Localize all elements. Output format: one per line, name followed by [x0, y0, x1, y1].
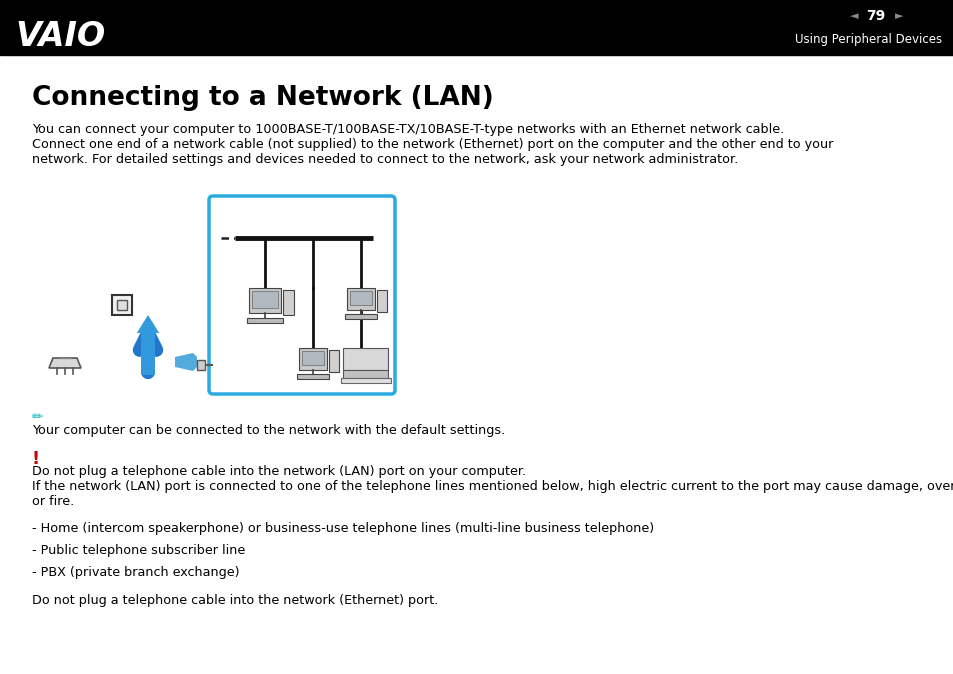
Text: VAIO: VAIO: [15, 20, 105, 53]
Bar: [340, 378, 391, 383]
Bar: [345, 314, 376, 319]
Bar: [343, 348, 388, 370]
Text: Using Peripheral Devices: Using Peripheral Devices: [794, 34, 941, 47]
Bar: [283, 290, 294, 315]
Bar: [296, 374, 329, 379]
Bar: [302, 351, 324, 365]
Text: or fire.: or fire.: [32, 495, 74, 508]
Text: ►: ►: [894, 11, 902, 21]
Text: Do not plug a telephone cable into the network (Ethernet) port.: Do not plug a telephone cable into the n…: [32, 594, 438, 607]
Text: - PBX (private branch exchange): - PBX (private branch exchange): [32, 566, 239, 579]
Text: Your computer can be connected to the network with the default settings.: Your computer can be connected to the ne…: [32, 424, 505, 437]
Text: ◄: ◄: [848, 11, 857, 21]
Bar: [298, 348, 327, 370]
Text: If the network (LAN) port is connected to one of the telephone lines mentioned b: If the network (LAN) port is connected t…: [32, 480, 953, 493]
Text: - Home (intercom speakerphone) or business-use telephone lines (multi-line busin: - Home (intercom speakerphone) or busine…: [32, 522, 654, 535]
Bar: [350, 291, 372, 305]
Text: Do not plug a telephone cable into the network (LAN) port on your computer.: Do not plug a telephone cable into the n…: [32, 465, 525, 478]
Polygon shape: [49, 358, 81, 368]
Bar: [376, 290, 387, 312]
Bar: [252, 291, 277, 308]
Bar: [343, 370, 388, 378]
Text: Connecting to a Network (LAN): Connecting to a Network (LAN): [32, 85, 494, 111]
Text: !: !: [32, 450, 40, 468]
FancyBboxPatch shape: [209, 196, 395, 394]
Text: You can connect your computer to 1000BASE-T/100BASE-TX/10BASE-T-type networks wi: You can connect your computer to 1000BAS…: [32, 123, 783, 136]
Bar: [117, 300, 127, 310]
Text: ✏: ✏: [32, 410, 44, 424]
Bar: [0, 0, 953, 55]
Text: - Public telephone subscriber line: - Public telephone subscriber line: [32, 544, 245, 557]
Bar: [347, 288, 375, 310]
Bar: [196, 360, 205, 370]
Polygon shape: [174, 353, 196, 371]
Bar: [329, 350, 338, 372]
Bar: [247, 317, 283, 323]
Text: 79: 79: [865, 9, 884, 23]
Bar: [249, 288, 281, 313]
Text: Connect one end of a network cable (not supplied) to the network (Ethernet) port: Connect one end of a network cable (not …: [32, 138, 833, 151]
Bar: [112, 295, 132, 315]
Polygon shape: [136, 315, 159, 375]
Text: network. For detailed settings and devices needed to connect to the network, ask: network. For detailed settings and devic…: [32, 153, 738, 166]
